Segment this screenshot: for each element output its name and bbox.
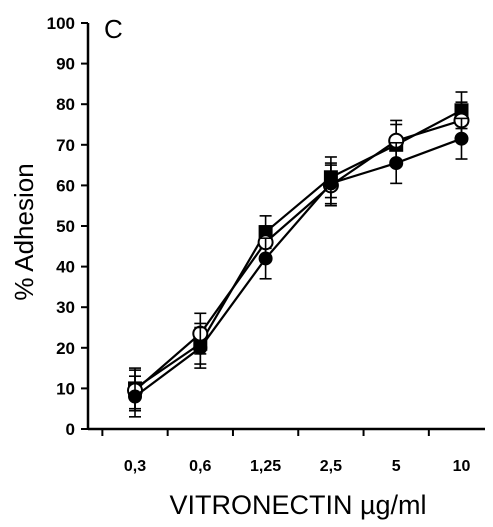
x-tick-label: 10	[453, 458, 471, 475]
data-point-filled-circle	[454, 131, 469, 146]
series-line	[134, 109, 463, 390]
y-tick-label: 60	[56, 176, 75, 195]
panel-label: C	[104, 14, 123, 44]
series-1	[128, 91, 469, 410]
axes	[86, 23, 485, 431]
y-tick-label: 100	[47, 14, 75, 33]
data-point-filled-circle	[258, 251, 273, 266]
data-point-filled-circle	[389, 156, 404, 171]
y-tick-label: 80	[56, 95, 75, 114]
y-tick-label: 50	[56, 217, 75, 236]
x-tick-label: 0,6	[189, 458, 211, 475]
x-tick-label: 2,5	[320, 458, 342, 475]
y-tick-label: 10	[56, 379, 75, 398]
series-3	[128, 117, 469, 418]
data-point-filled-circle	[323, 176, 338, 191]
y-tick-label: 90	[56, 55, 75, 74]
y-axis-title: % Adhesion	[9, 163, 39, 300]
x-tick-label: 5	[392, 458, 401, 475]
y-tick-label: 0	[66, 420, 75, 439]
x-axis-ticks: 0,3 0,6 1,25 2,5 5 10	[101, 429, 471, 475]
series-line	[134, 119, 462, 392]
y-tick-label: 40	[56, 258, 75, 277]
data-point-filled-circle	[193, 340, 208, 355]
y-tick-label: 30	[56, 298, 75, 317]
x-tick-label: 0,3	[124, 458, 146, 475]
series-line	[134, 137, 462, 398]
y-tick-label: 70	[56, 136, 75, 155]
data-point-filled-circle	[128, 389, 143, 404]
y-tick-label: 20	[56, 339, 75, 358]
x-tick-label: 1,25	[250, 458, 281, 475]
series-layer	[127, 91, 470, 418]
y-axis-ticks: 0 10 20 30 40 50 60 70 80 90 100	[47, 14, 88, 439]
x-axis-title: VITRONECTIN µg/ml	[169, 490, 426, 520]
